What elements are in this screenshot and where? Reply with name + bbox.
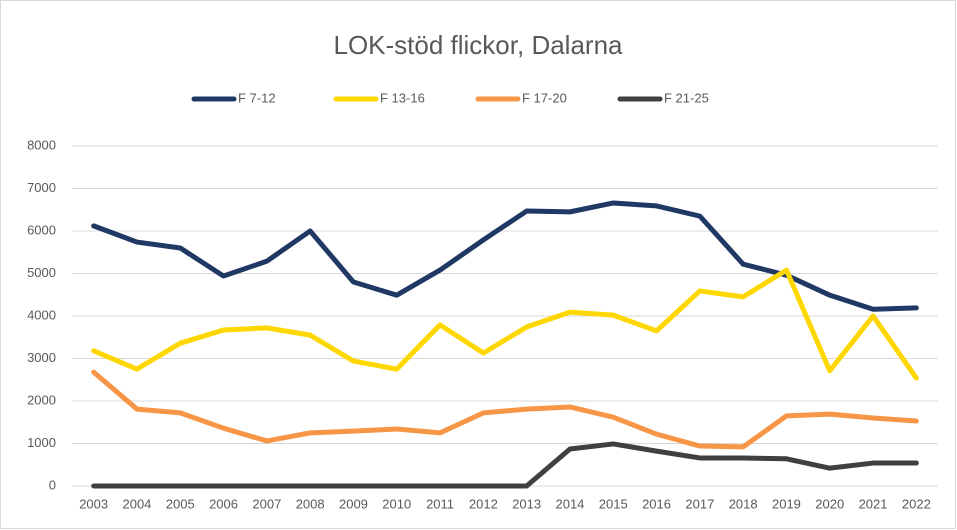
y-tick-label: 0	[49, 477, 56, 492]
x-tick-label: 2017	[685, 496, 714, 511]
x-tick-label: 2007	[252, 496, 281, 511]
y-tick-label: 8000	[27, 137, 56, 152]
y-tick-label: 3000	[27, 350, 56, 365]
x-tick-label: 2003	[79, 496, 108, 511]
legend-label: F 17-20	[522, 90, 567, 105]
x-tick-label: 2012	[469, 496, 498, 511]
series-line	[91, 267, 919, 381]
x-tick-label: 2020	[815, 496, 844, 511]
x-tick-label: 2022	[902, 496, 931, 511]
y-tick-label: 2000	[27, 392, 56, 407]
y-tick-label: 5000	[27, 265, 56, 280]
y-tick-label: 1000	[27, 435, 56, 450]
chart-title: LOK-stöd flickor, Dalarna	[333, 30, 623, 60]
x-tick-label: 2011	[426, 496, 454, 511]
x-tick-label: 2005	[166, 496, 195, 511]
x-tick-label: 2015	[599, 496, 628, 511]
x-tick-label: 2009	[339, 496, 368, 511]
x-tick-label: 2014	[555, 496, 584, 511]
y-tick-label: 7000	[27, 180, 56, 195]
x-tick-label: 2021	[859, 496, 888, 511]
series-line	[91, 369, 919, 450]
legend-label: F 7-12	[238, 90, 276, 105]
y-tick-label: 6000	[27, 222, 56, 237]
legend-label: F 21-25	[664, 90, 709, 105]
x-tick-label: 2016	[642, 496, 671, 511]
y-tick-label: 4000	[27, 307, 56, 322]
x-tick-label: 2010	[382, 496, 411, 511]
x-tick-label: 2019	[772, 496, 801, 511]
x-tick-label: 2018	[729, 496, 758, 511]
x-tick-label: 2004	[122, 496, 151, 511]
x-tick-label: 2006	[209, 496, 238, 511]
series-line	[91, 441, 919, 489]
x-tick-label: 2013	[512, 496, 541, 511]
x-tick-label: 2008	[296, 496, 325, 511]
legend-label: F 13-16	[380, 90, 425, 105]
